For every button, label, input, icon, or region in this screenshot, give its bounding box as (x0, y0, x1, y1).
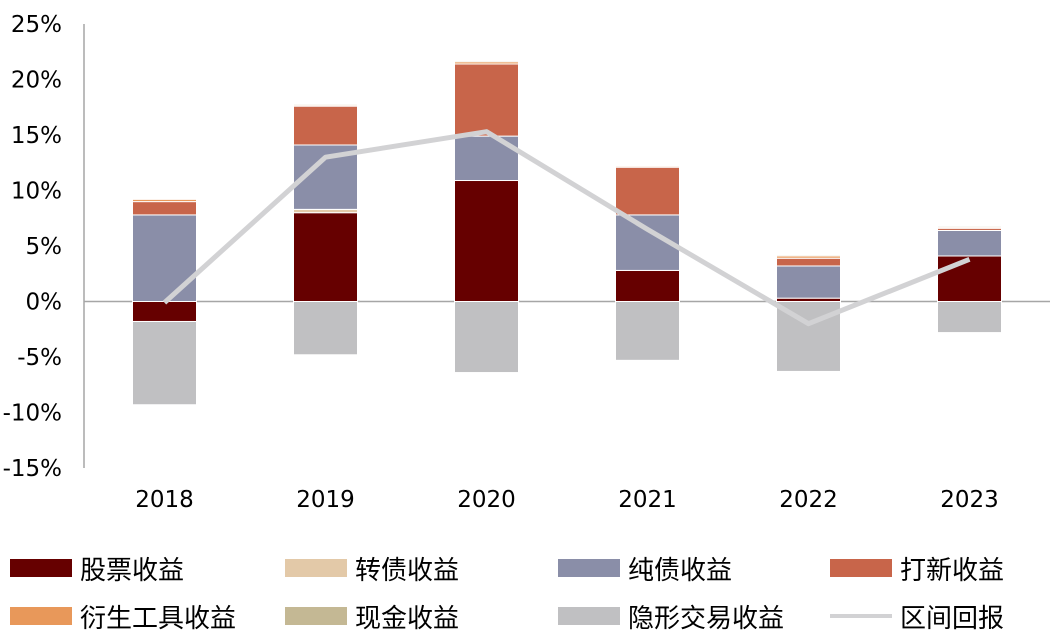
legend-swatch (830, 614, 892, 618)
legend-label: 区间回报 (900, 603, 1005, 634)
y-tick-label: 25% (11, 12, 62, 38)
bar-segment (132, 320, 197, 406)
x-tick-label: 2023 (940, 487, 999, 513)
y-tick-label: 20% (11, 68, 62, 94)
bar-segment (293, 103, 358, 106)
legend-label: 打新收益 (900, 555, 1005, 586)
y-tick-label: 5% (26, 234, 63, 260)
legend-item: 区间回报 (830, 596, 1004, 636)
x-tick-label: 2018 (135, 487, 194, 513)
y-tick-label: 15% (11, 123, 62, 149)
legend-label: 股票收益 (80, 555, 185, 586)
y-tick-label: 0% (26, 290, 63, 316)
bar-segment (454, 301, 519, 374)
line-series (162, 129, 971, 327)
bars (132, 60, 1002, 406)
bar-segment (615, 166, 680, 216)
legend-item: 现金收益 (285, 596, 459, 636)
bar-segment (293, 212, 358, 302)
legend-swatch (285, 559, 347, 577)
legend-swatch (558, 559, 620, 577)
bar-segment (776, 265, 841, 299)
bar-segment (615, 165, 680, 168)
legend-swatch (558, 607, 620, 625)
x-tick-label: 2021 (618, 487, 677, 513)
y-tick-label: -10% (3, 401, 62, 427)
bar-segment (615, 269, 680, 303)
y-tick-label: -5% (17, 345, 62, 371)
legend-label: 转债收益 (355, 555, 460, 586)
x-tick-label: 2022 (779, 487, 838, 513)
legend-swatch (10, 607, 72, 625)
legend-item: 股票收益 (10, 548, 184, 588)
bar-segment (937, 225, 1002, 228)
bar-segment (132, 201, 197, 216)
y-tick-labels: 25% 20% 15% 10% 5% 0% -5% -10% -15% (3, 12, 62, 482)
legend-label: 衍生工具收益 (80, 603, 237, 634)
bar-segment (776, 257, 841, 267)
return-line (162, 129, 971, 327)
bar-segment (615, 301, 680, 361)
legend-label: 隐形交易收益 (628, 603, 785, 634)
legend-item: 纯债收益 (558, 548, 732, 588)
bar-segment (454, 180, 519, 302)
bar-segment (132, 301, 197, 322)
bar-segment (454, 63, 519, 137)
legend-label: 纯债收益 (628, 555, 733, 586)
legend-swatch (285, 607, 347, 625)
bar-segment (293, 301, 358, 356)
axes (83, 24, 1050, 468)
legend-item: 转债收益 (285, 548, 459, 588)
bar-segment (937, 255, 1002, 303)
y-tick-label: 10% (11, 179, 62, 205)
bar-segment (776, 254, 841, 257)
bar-segment (937, 229, 1002, 257)
bar-segment (132, 198, 197, 203)
legend-swatch (830, 559, 892, 577)
legend-item: 衍生工具收益 (10, 596, 236, 636)
legend-item: 隐形交易收益 (558, 596, 784, 636)
x-tick-labels: 2018 2019 2020 2021 2022 2023 (135, 487, 999, 513)
x-tick-label: 2019 (296, 487, 355, 513)
bar-segment (293, 105, 358, 146)
legend-swatch (10, 559, 72, 577)
bar-segment (132, 214, 197, 302)
bar-segment (454, 60, 519, 63)
y-tick-label: -15% (3, 456, 62, 482)
x-tick-label: 2020 (457, 487, 516, 513)
legend-item: 打新收益 (830, 548, 1004, 588)
bar-segment (937, 301, 1002, 334)
legend-label: 现金收益 (355, 603, 460, 634)
